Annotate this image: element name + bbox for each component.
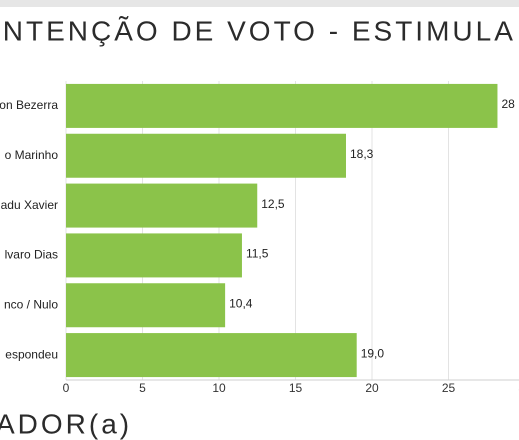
y-tick-label: on Bezerra (0, 98, 58, 112)
y-tick-label: nco / Nulo (4, 297, 58, 311)
x-tick-label: 5 (139, 381, 146, 395)
value-label: 11,5 (246, 247, 269, 261)
top-strip (0, 0, 519, 7)
y-tick-label: lvaro Dias (5, 248, 58, 262)
bar (66, 133, 346, 178)
value-label: 19,0 (361, 346, 385, 360)
x-tick-label: 20 (365, 381, 379, 395)
x-tick-label: 10 (212, 381, 226, 395)
value-label: 12,5 (261, 197, 285, 211)
bar (66, 283, 226, 328)
chart-title: INTENÇÃO DE VOTO - ESTIMULA (0, 15, 516, 46)
x-tick-label: 15 (289, 381, 303, 395)
bar (66, 233, 242, 278)
y-tick-label: adu Xavier (1, 198, 58, 212)
x-tick-label: 0 (63, 381, 70, 395)
bar (66, 183, 258, 228)
footer-text: ADOR(a) (0, 408, 132, 439)
value-label: 18,3 (350, 147, 374, 161)
y-tick-label: o Marinho (5, 148, 59, 162)
bar (66, 333, 357, 378)
bar (66, 83, 498, 128)
value-label: 10,4 (229, 296, 253, 310)
y-tick-label: espondeu (5, 347, 58, 361)
x-tick-label: 25 (442, 381, 456, 395)
value-label: 28 (501, 97, 515, 111)
